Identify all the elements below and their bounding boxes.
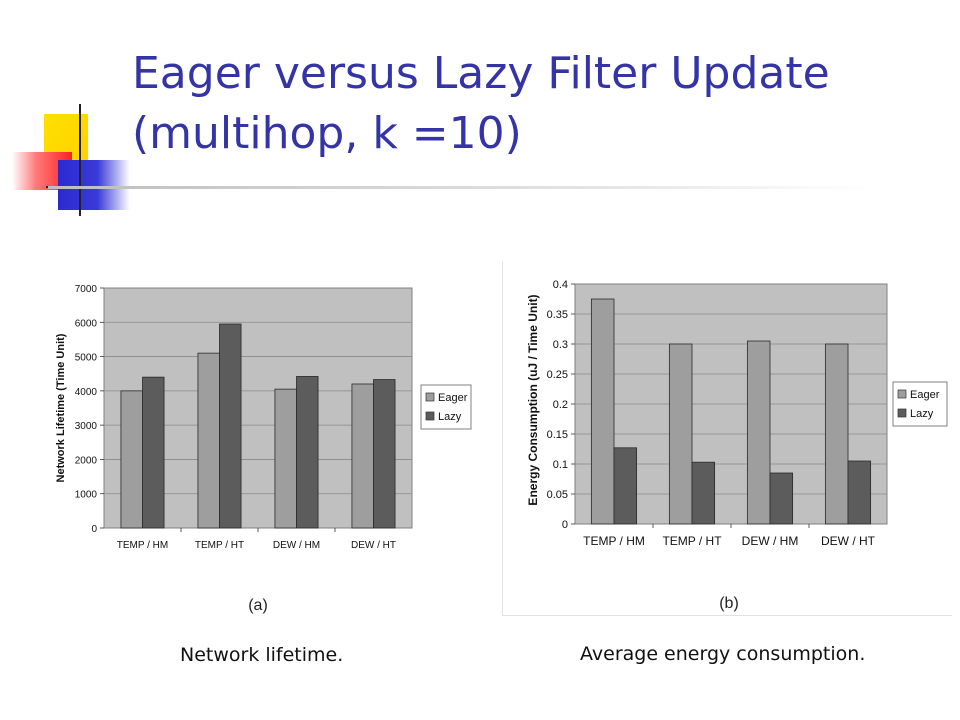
chart-b-y-tick-label: 0.1 — [553, 459, 568, 471]
chart-b-y-tick-label: 0.35 — [547, 309, 568, 321]
chart-a-bar-eager-1 — [197, 352, 220, 529]
chart-a-legend: Eager Lazy — [420, 384, 472, 430]
chart-b-bar-lazy-1 — [691, 461, 716, 525]
page-title: Eager versus Lazy Filter Update (multiho… — [132, 44, 952, 164]
chart-b-bar-lazy-2 — [769, 472, 794, 525]
chart-b-x-tick-label: TEMP / HT — [662, 534, 722, 548]
chart-b-legend-label-lazy: Lazy — [910, 408, 934, 420]
chart-b-bar-lazy-0 — [613, 447, 638, 525]
chart-a-svg: 0 1000 2000 3000 4000 5000 6000 7000 TEMP / HM T… — [55, 284, 472, 614]
chart-a-x-tick-label: DEW / HT — [351, 540, 396, 551]
decor-vertical-line — [79, 104, 81, 216]
chart-a-bar-eager-0 — [120, 390, 143, 529]
chart-a-y-tick-label: 4000 — [75, 387, 98, 398]
caption-energy-consumption: Average energy consumption. — [580, 643, 866, 665]
chart-a-legend-label-eager: Eager — [438, 392, 468, 404]
chart-b-bar-lazy-3 — [847, 460, 872, 525]
chart-a-x-tick-label: TEMP / HM — [117, 540, 168, 551]
chart-b-y-tick-label: 0.3 — [553, 339, 568, 351]
title-line-1: Eager versus Lazy Filter Update — [132, 48, 830, 99]
chart-a-bar-lazy-0 — [142, 376, 165, 529]
chart-a-x-tick-label: DEW / HM — [273, 540, 320, 551]
chart-a-bar-lazy-2 — [296, 376, 319, 529]
chart-b-bar-eager-3 — [824, 343, 849, 525]
chart-b-y-tick-label: 0.2 — [553, 399, 568, 411]
chart-b-legend: Eager Lazy — [892, 381, 948, 427]
chart-b-legend-swatch-eager — [897, 389, 907, 399]
chart-b-x-tick-label: TEMP / HM — [583, 534, 645, 548]
chart-b-x-tick-label: DEW / HM — [742, 534, 799, 548]
chart-a-y-tick-label: 1000 — [75, 490, 98, 501]
chart-a-y-tick-label: 3000 — [75, 421, 98, 432]
chart-network-lifetime: 0 1000 2000 3000 4000 5000 6000 7000 TEMP / HM T… — [40, 268, 480, 628]
chart-a-legend-swatch-eager — [425, 392, 435, 402]
chart-b-svg: 0 0.05 0.1 0.15 0.2 0.25 0.3 0.35 0.4 TEMP / HM T… — [526, 279, 948, 612]
chart-a-figure-label: (a) — [248, 597, 268, 614]
chart-b-bar-eager-1 — [668, 343, 693, 525]
chart-a-x-tick-label: TEMP / HT — [195, 540, 244, 551]
chart-b-y-tick-label: 0.15 — [547, 429, 568, 441]
chart-a-y-tick-label: 5000 — [75, 353, 98, 364]
caption-network-lifetime: Network lifetime. — [180, 644, 344, 666]
chart-a-bar-eager-3 — [351, 383, 374, 529]
chart-b-legend-label-eager: Eager — [910, 389, 940, 401]
chart-b-y-tick-label: 0.25 — [547, 369, 568, 381]
title-underline — [48, 186, 868, 189]
chart-b-bar-eager-2 — [746, 340, 771, 525]
chart-b-y-tick-label: 0.05 — [547, 489, 568, 501]
chart-a-legend-swatch-lazy — [425, 411, 435, 421]
chart-b-figure-label: (b) — [719, 595, 739, 612]
chart-a-bar-lazy-1 — [219, 323, 242, 529]
chart-b-bar-eager-0 — [590, 298, 615, 525]
chart-a-y-tick-label: 6000 — [75, 318, 98, 329]
chart-energy-consumption: 0 0.05 0.1 0.15 0.2 0.25 0.3 0.35 0.4 TEMP / HM T… — [502, 262, 952, 616]
chart-b-legend-swatch-lazy — [897, 408, 907, 418]
chart-a-bar-lazy-3 — [373, 379, 396, 529]
chart-b-x-tick-label: DEW / HT — [821, 534, 876, 548]
chart-b-y-tick-label: 0 — [562, 519, 568, 531]
chart-b-y-axis-label: Energy Consumption (uJ / Time Unit) — [526, 294, 540, 505]
chart-a-y-tick-label: 2000 — [75, 455, 98, 466]
chart-b-y-tick-label: 0.4 — [553, 279, 568, 291]
decor-blue-square — [58, 160, 130, 210]
chart-a-bar-eager-2 — [274, 388, 297, 529]
chart-a-y-axis-label: Network Lifetime (Time Unit) — [55, 333, 67, 482]
chart-a-y-tick-label: 7000 — [75, 284, 98, 295]
title-line-2: (multihop, k =10) — [132, 108, 522, 159]
chart-a-legend-label-lazy: Lazy — [438, 411, 462, 423]
chart-a-y-tick-label: 0 — [91, 524, 97, 535]
